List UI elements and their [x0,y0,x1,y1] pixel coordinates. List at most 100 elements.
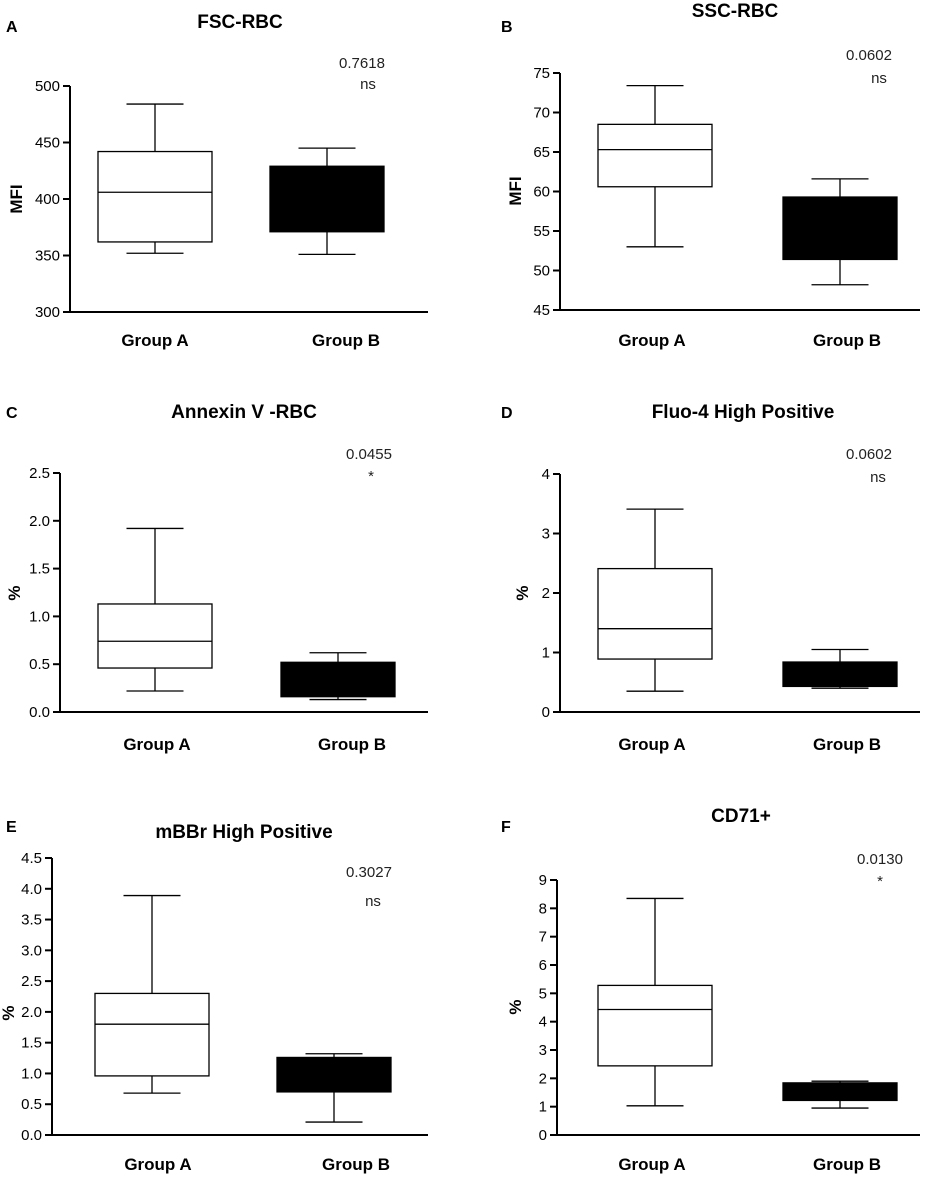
chart-b-y-tick-label: 65 [533,144,550,161]
chart-e-panel-letter: E [6,819,17,836]
chart-e-box-iqr [94,992,210,1077]
chart-a-y-tick-label: 450 [35,135,60,152]
chart-a-box-iqr [97,150,213,243]
chart-b-panel-letter: B [501,19,513,36]
chart-a-ylabel: MFI [7,184,26,213]
panel-c: C Annexin V -RBC% 0.0 0.5 1.0 1.5 2.0 2.5 Group … [5,402,428,754]
chart-c-box-group-b [280,652,396,701]
chart-c-title: Annexin V -RBC [171,402,317,423]
chart-c-p-value: 0.0455 [346,446,392,463]
chart-e-significance: ns [365,893,381,910]
chart-f-p-value: 0.0130 [857,851,903,868]
chart-a-category-label: Group A [121,331,188,350]
chart-f-category-label: Group B [813,1155,881,1174]
chart-b-title: SSC-RBC [692,1,779,22]
chart-d-y-tick-label: 1 [542,645,550,662]
chart-d-box-group-b [782,648,898,689]
chart-c-box-group-a [97,527,213,692]
chart-b-box-iqr [782,196,898,261]
chart-e-ylabel: % [0,1005,18,1020]
panel-b: B SSC-RBC MFI 45 50 55 60 65 70 75 Group A Group B 0… [501,1,920,350]
chart-e-y-tick-label: 0.0 [21,1127,42,1144]
chart-d-significance: ns [870,469,886,486]
chart-b-box-group-b [782,178,898,286]
chart-c-box-iqr [97,603,213,669]
chart-b-significance: ns [871,70,887,87]
chart-e-y-tick-label: 1.0 [21,1065,42,1082]
chart-b-y-tick-label: 45 [533,302,550,319]
chart-f-y-tick-label: 8 [539,900,547,917]
chart-d-box-iqr [597,567,713,660]
chart-a-y-tick-label: 350 [35,248,60,265]
chart-e-y-tick-label: 4.5 [21,850,42,867]
chart-f-significance: * [877,873,883,890]
chart-d-p-value: 0.0602 [846,446,892,463]
chart-c-y-tick-label: 0.5 [29,656,50,673]
chart-f-y-tick-label: 3 [539,1042,547,1059]
chart-d-box-group-a [597,508,713,692]
chart-f-y-tick-label: 2 [539,1070,547,1087]
chart-f-box-group-a [597,897,713,1107]
chart-b-y-tick-label: 50 [533,263,550,280]
chart-e-box-group-b [276,1053,392,1123]
chart-f-box-iqr [597,984,713,1067]
chart-b-y-tick-label: 55 [533,223,550,240]
chart-a-panel-letter: A [6,19,18,36]
chart-a-box-group-b [269,147,385,256]
chart-f-y-tick-label: 7 [539,929,547,946]
chart-b-y-tick-label: 70 [533,105,550,122]
chart-c-y-tick-label: 2.0 [29,513,50,530]
chart-b-p-value: 0.0602 [846,47,892,64]
chart-c-y-tick-label: 2.5 [29,465,50,482]
chart-a-y-tick-label: 500 [35,78,60,95]
chart-c-significance: * [368,468,374,485]
chart-e-y-tick-label: 1.5 [21,1035,42,1052]
chart-f-title: CD71+ [711,806,771,827]
panel-a: A FSC-RBC MFI 300 350 400 450 500 Group A Group B… [6,12,428,350]
chart-c-panel-letter: C [6,405,18,422]
chart-e-y-tick-label: 0.5 [21,1096,42,1113]
chart-c-y-tick-label: 1.5 [29,561,50,578]
chart-c-y-tick-label: 1.0 [29,608,50,625]
panel-d: D Fluo-4 High Positive% 0 1 2 3 4 Group A Group … [501,402,920,754]
chart-a-y-tick-label: 400 [35,191,60,208]
chart-d-y-tick-label: 2 [542,585,550,602]
chart-f-ylabel: % [506,999,525,1014]
chart-e-box-iqr [276,1056,392,1093]
chart-f-category-label: Group A [618,1155,685,1174]
chart-f-y-tick-label: 6 [539,957,547,974]
chart-b-box-group-a [597,84,713,248]
chart-f-y-tick-label: 9 [539,872,547,889]
chart-d-ylabel: % [513,585,532,600]
chart-c-y-tick-label: 0.0 [29,704,50,721]
chart-c-box-iqr [280,661,396,698]
chart-f-panel-letter: F [501,819,511,836]
chart-d-panel-letter: D [501,405,513,422]
chart-b-box-iqr [597,123,713,188]
chart-a-box-group-a [97,103,213,254]
chart-d-y-tick-label: 3 [542,526,550,543]
chart-a-significance: ns [360,76,376,93]
chart-d-y-tick-label: 4 [542,466,550,483]
chart-e-y-tick-label: 2.5 [21,973,42,990]
chart-f-box-group-b [782,1080,898,1109]
chart-f-y-tick-label: 0 [539,1127,547,1144]
chart-d-y-tick-label: 0 [542,704,550,721]
chart-c-ylabel: % [5,585,24,600]
chart-e-category-label: Group B [322,1155,390,1174]
chart-b-ylabel: MFI [506,176,525,205]
chart-e-p-value: 0.3027 [346,864,392,881]
chart-a-y-tick-label: 300 [35,304,60,321]
chart-d-category-label: Group A [618,735,685,754]
chart-a-p-value: 0.7618 [339,55,385,72]
chart-c-category-label: Group A [123,735,190,754]
chart-e-category-label: Group A [124,1155,191,1174]
chart-a-category-label: Group B [312,331,380,350]
chart-c-category-label: Group B [318,735,386,754]
chart-e-title: mBBr High Positive [155,822,332,843]
chart-e-box-group-a [94,894,210,1094]
chart-e-y-tick-label: 4.0 [21,881,42,898]
chart-f-y-tick-label: 5 [539,985,547,1002]
